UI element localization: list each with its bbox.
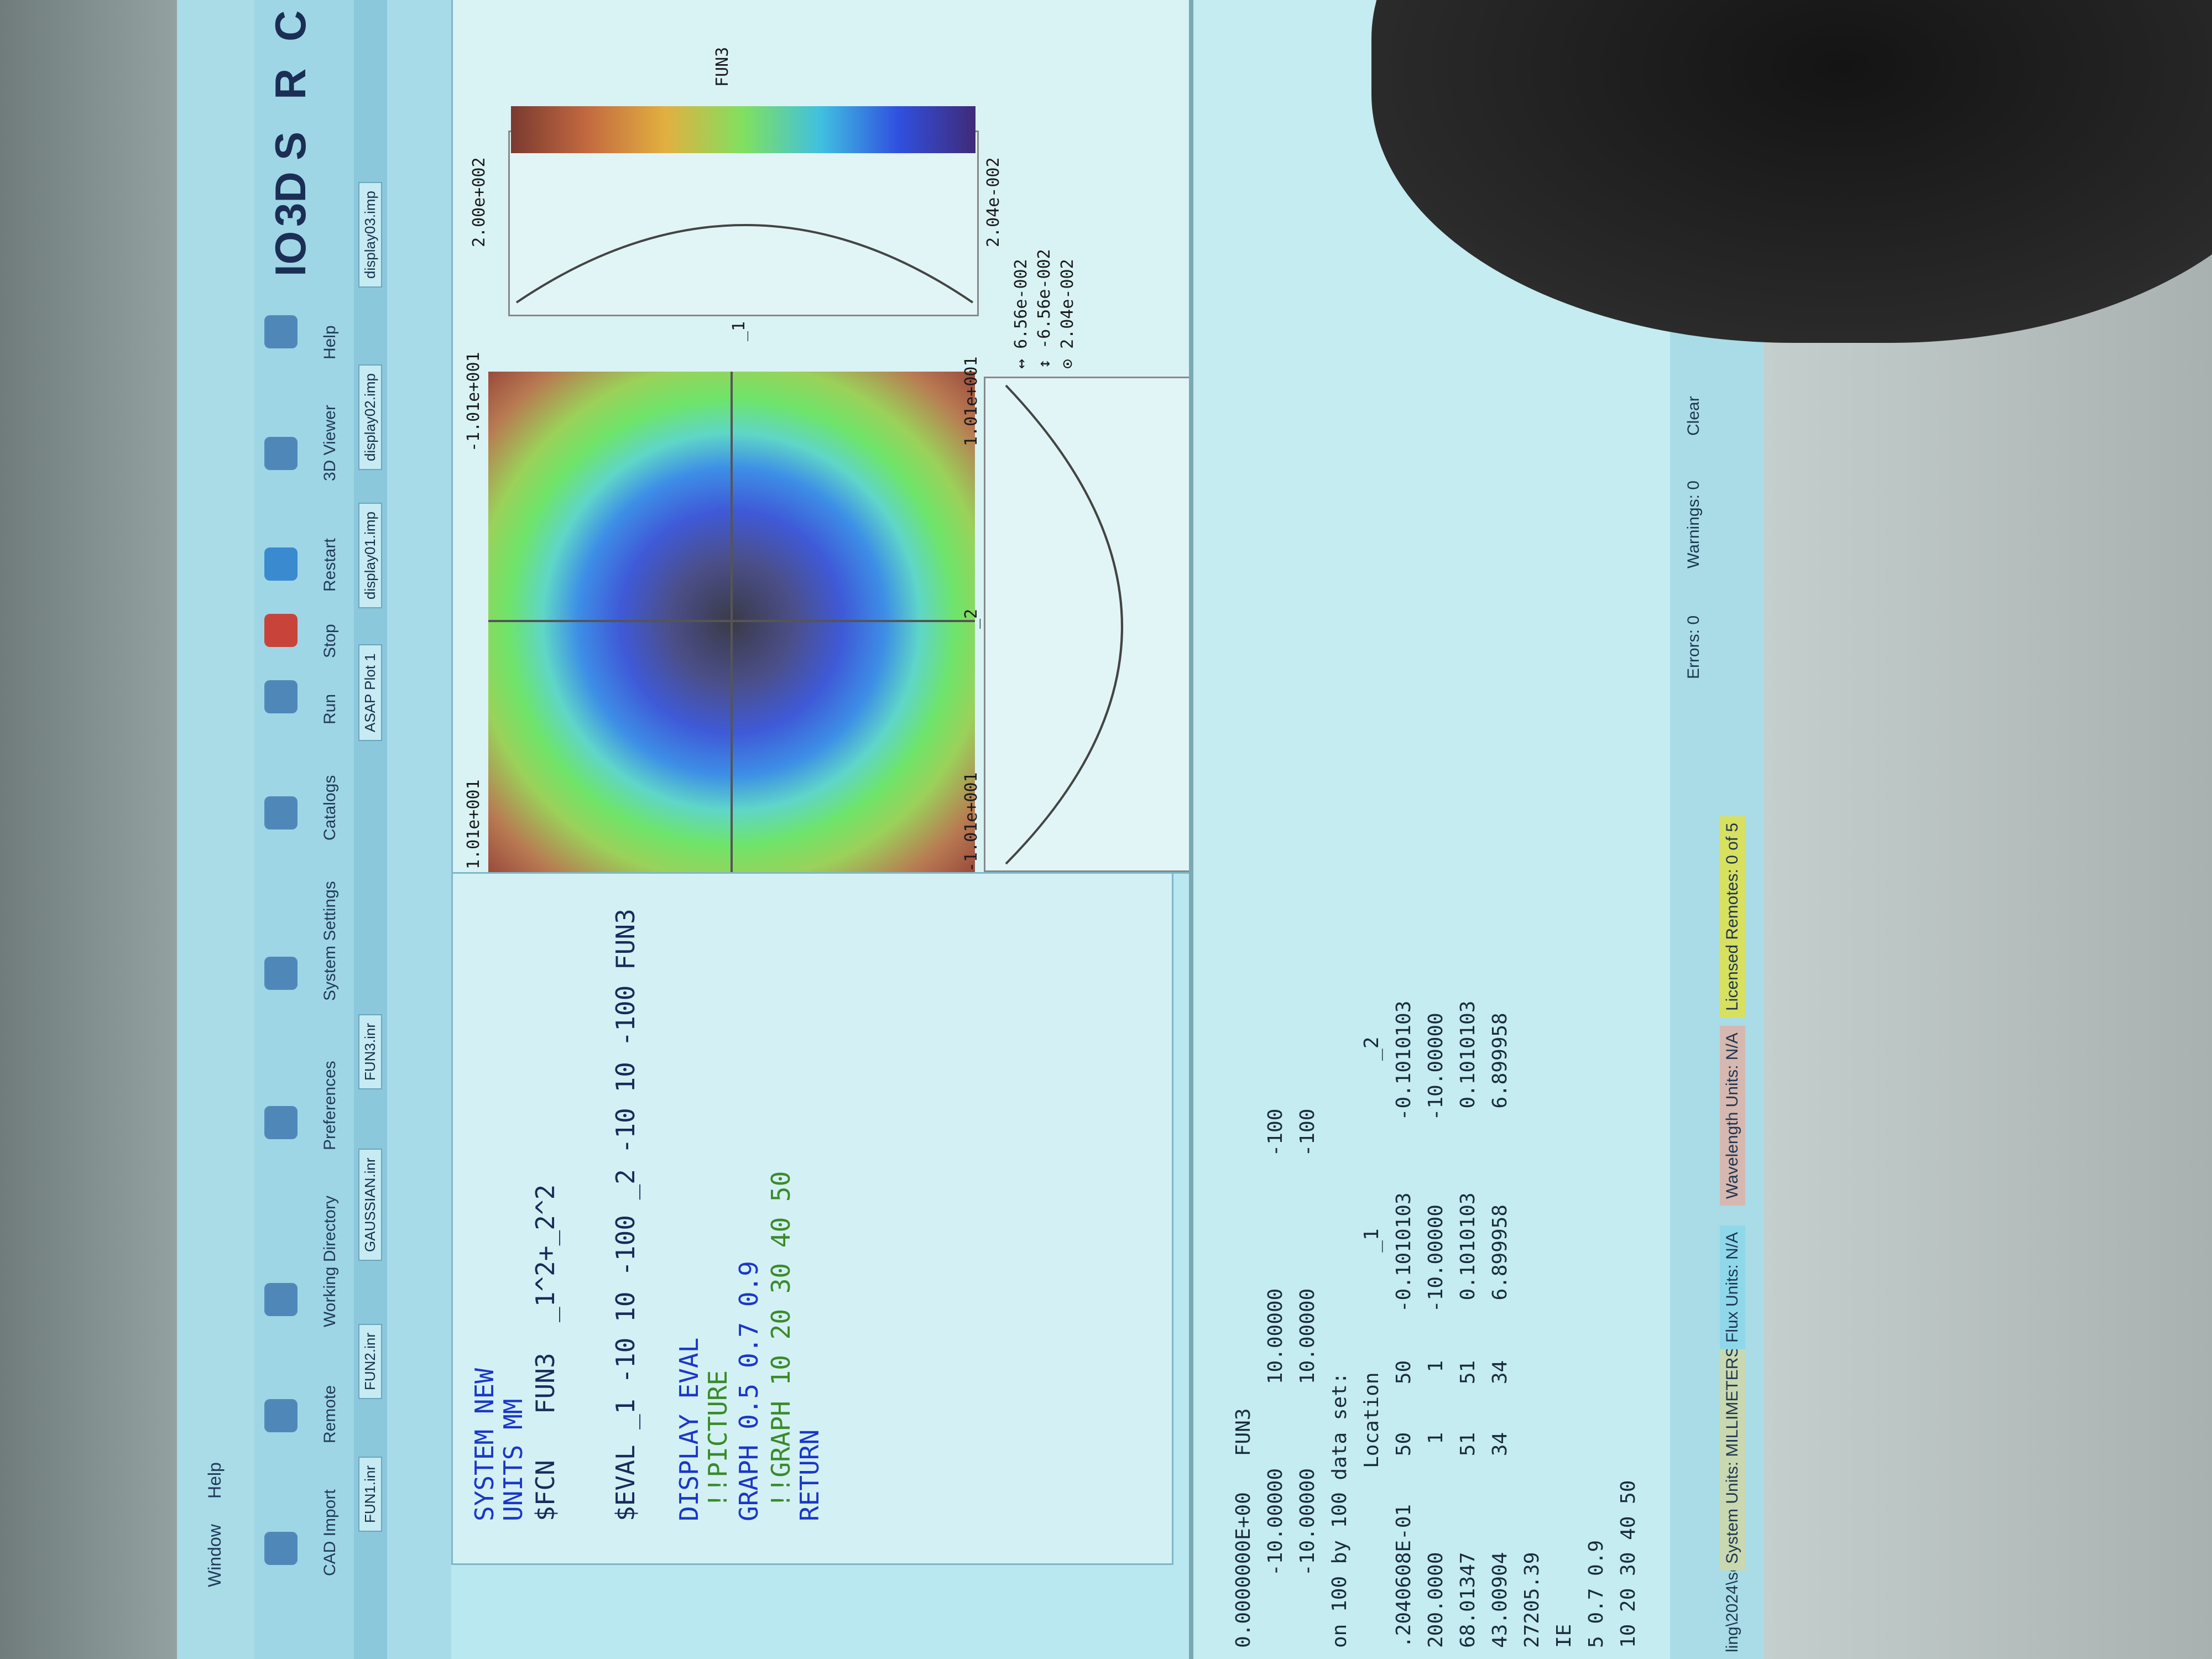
- mode-button[interactable]: R: [266, 68, 315, 100]
- ribbon-icon[interactable]: [264, 614, 298, 647]
- script-line: !!GRAPH 10 20 30 40 50: [766, 1171, 796, 1508]
- mode-button[interactable]: 3D: [266, 171, 315, 227]
- plot-curves: [515, 224, 1123, 865]
- axis-label: -1.01e+001: [464, 352, 483, 452]
- status-item: System Units: MILLIMETERS: [1720, 1339, 1745, 1571]
- console-line: 5 0.7 0.9: [1585, 1540, 1608, 1648]
- status-item: Flux Units: N/A: [1720, 1225, 1745, 1349]
- status-item[interactable]: Clear: [1681, 389, 1707, 442]
- script-line: DISPLAY EVAL: [674, 1337, 704, 1521]
- axis-label: 1.01e+001: [962, 356, 981, 446]
- editor-tab[interactable]: FUN1.inr: [358, 1456, 382, 1532]
- colorbar-label: 2.00e+002: [469, 157, 489, 247]
- ribbon-icon[interactable]: [264, 1106, 298, 1139]
- status-item: Errors: 0: [1681, 608, 1707, 686]
- script-editor[interactable]: SYSTEM NEW UNITS MM $FCN FUN3 _1^2+_2^2 $EV…: [451, 870, 1173, 1565]
- console-line: IE: [1553, 1624, 1575, 1648]
- editor-tab[interactable]: FUN2.inr: [358, 1323, 382, 1399]
- status-item: Wavelength Units: N/A: [1720, 1026, 1745, 1206]
- plot-tab[interactable]: display01.imp: [358, 503, 382, 608]
- ribbon-label[interactable]: Run: [321, 693, 339, 724]
- script-line: !!PICTURE: [703, 1370, 733, 1508]
- colorbar-label: 2.04e-002: [984, 157, 1003, 247]
- ribbon-label[interactable]: Help: [321, 325, 339, 359]
- script-line: UNITS MM: [498, 1399, 528, 1521]
- profile-curve: [515, 224, 974, 304]
- menu-item[interactable]: Window: [205, 1524, 225, 1587]
- ribbon-label[interactable]: 3D Viewer: [321, 405, 339, 481]
- console-line: 10 20 30 40 50: [1617, 1480, 1640, 1648]
- script-line: $FCN FUN3 _1^2+_2^2: [530, 1184, 560, 1521]
- mode-button[interactable]: IO: [266, 231, 315, 276]
- script-line: RETURN: [795, 1429, 825, 1521]
- plot-tab[interactable]: display03.imp: [358, 182, 382, 288]
- ribbon-label[interactable]: Restart: [321, 538, 339, 592]
- script-line: GRAPH 0.5 0.7 0.9: [734, 1261, 764, 1521]
- console-line: 43.00904 34 34 6.899958 6.899958: [1489, 1013, 1511, 1648]
- console-line: 0.0000000E+00 FUN3: [1232, 1408, 1255, 1648]
- ribbon-icon[interactable]: [264, 1399, 298, 1432]
- editor-tab[interactable]: FUN3.inr: [358, 1014, 382, 1089]
- legend-entry: ⊙ 2.04e-002: [1058, 259, 1077, 369]
- plot-toolbar: [387, 0, 451, 874]
- console-line: 27205.39: [1521, 1552, 1543, 1648]
- ribbon-icon[interactable]: [264, 315, 298, 348]
- editor-tab[interactable]: GAUSSIAN.inr: [358, 1149, 382, 1261]
- plot-tab[interactable]: display02.imp: [358, 364, 382, 470]
- plot-window: 1.01e+001 -1.01e+001 -1.01e+001 1.01e+001 _2…: [451, 0, 1192, 874]
- menu-bar: [177, 0, 254, 1659]
- ribbon-label[interactable]: Stop: [321, 624, 339, 658]
- console-line: 68.01347 51 51 0.1010103 0.1010103: [1457, 1000, 1479, 1648]
- script-line: SYSTEM NEW: [469, 1368, 499, 1521]
- axis-label: 1.01e+001: [464, 779, 483, 869]
- axis-title: _2: [962, 608, 981, 629]
- console-line: .2040608E-01 50 50 -0.1010103 -0.1010103: [1392, 1000, 1415, 1648]
- mode-button[interactable]: C: [266, 10, 315, 41]
- ribbon-label[interactable]: System Settings: [321, 881, 339, 1001]
- console-line: -10.00000 10.00000 -100: [1296, 1108, 1319, 1648]
- ribbon-icon[interactable]: [264, 437, 298, 470]
- ribbon-label[interactable]: CAD Import: [321, 1489, 339, 1576]
- console-line: on 100 by 100 data set:: [1328, 1372, 1351, 1648]
- console-line: -10.00000 10.00000 -100: [1264, 1108, 1287, 1648]
- console-line: 200.0000 1 1 -10.00000 -10.00000: [1425, 1013, 1447, 1648]
- menu-item[interactable]: Help: [205, 1462, 225, 1499]
- plot-tab[interactable]: ASAP Plot 1: [358, 644, 382, 741]
- monitor-bezel: [0, 0, 177, 1659]
- ribbon-icon[interactable]: [264, 1532, 298, 1565]
- status-item: Licensed Remotes: 0 of 5: [1720, 816, 1745, 1018]
- ribbon-icon[interactable]: [264, 957, 298, 990]
- ribbon-label[interactable]: Working Directory: [321, 1196, 339, 1327]
- colorbar-title: FUN3: [713, 46, 732, 87]
- axis-label: -1.01e+001: [962, 772, 981, 872]
- section-curve: [1005, 384, 1123, 865]
- ribbon-label[interactable]: Catalogs: [321, 775, 339, 841]
- ribbon-icon[interactable]: [264, 796, 298, 830]
- ribbon-label[interactable]: Remote: [321, 1385, 339, 1443]
- ribbon-icon[interactable]: [264, 680, 298, 713]
- console-line: Location _1 _2: [1360, 1036, 1383, 1648]
- status-item: Warnings: 0: [1681, 474, 1707, 575]
- ribbon-label[interactable]: Preferences: [321, 1061, 339, 1150]
- legend-entry: ↔ 6.56e-002: [1011, 259, 1031, 369]
- ribbon-icon[interactable]: [264, 547, 298, 581]
- legend-entry: ↕ -6.56e-002: [1035, 249, 1054, 369]
- script-line: $EVAL _1 -10 10 -100 _2 -10 10 -100 FUN3: [611, 909, 640, 1521]
- axis-title: _1: [729, 321, 749, 341]
- mode-button[interactable]: S: [266, 131, 315, 160]
- editor-toolbar: [387, 874, 451, 1659]
- ribbon-icon[interactable]: [264, 1283, 298, 1316]
